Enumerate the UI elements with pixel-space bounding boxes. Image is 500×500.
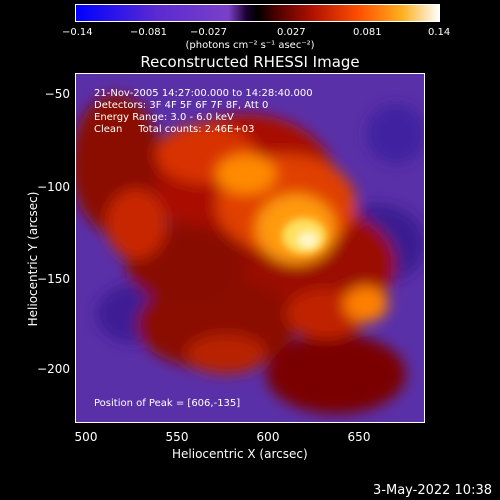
y-tick-label: −100 xyxy=(37,180,70,194)
colorbar-tick: −0.027 xyxy=(190,27,228,38)
info-line: Clean Total counts: 2.46E+03 xyxy=(94,124,255,135)
colorbar-tick: −0.081 xyxy=(130,27,168,38)
info-line: Detectors: 3F 4F 5F 6F 7F 8F, Att 0 xyxy=(94,100,269,111)
x-axis-label: Heliocentric X (arcsec) xyxy=(172,447,308,461)
peak-position-label: Position of Peak = [606,-135] xyxy=(94,398,241,409)
colorbar-tick: −0.14 xyxy=(62,27,93,38)
x-tick-label: 500 xyxy=(74,430,98,444)
y-tick-label: −50 xyxy=(44,87,70,101)
plot-title: Reconstructed RHESSI Image xyxy=(140,53,360,71)
colorbar-tick: 0.081 xyxy=(353,27,382,38)
y-tick-label: −200 xyxy=(37,362,70,376)
colorbar-tick: 0.14 xyxy=(428,27,451,38)
x-tick-label: 600 xyxy=(256,430,280,444)
x-tick-label: 650 xyxy=(347,430,371,444)
colorbar-units: (photons cm⁻² s⁻¹ asec⁻²) xyxy=(185,40,315,51)
colorbar-tick: 0.027 xyxy=(277,27,306,38)
solar-image xyxy=(75,73,425,423)
y-tick-label: −150 xyxy=(37,272,70,286)
y-axis-label: Heliocentric Y (arcsec) xyxy=(26,191,40,327)
x-tick-label: 550 xyxy=(165,430,189,444)
colorbar xyxy=(75,4,440,22)
timestamp: 3-May-2022 10:38 xyxy=(373,483,492,498)
info-line: Energy Range: 3.0 - 6.0 keV xyxy=(94,112,234,123)
info-line: 21-Nov-2005 14:27:00.000 to 14:28:40.000 xyxy=(94,88,313,99)
